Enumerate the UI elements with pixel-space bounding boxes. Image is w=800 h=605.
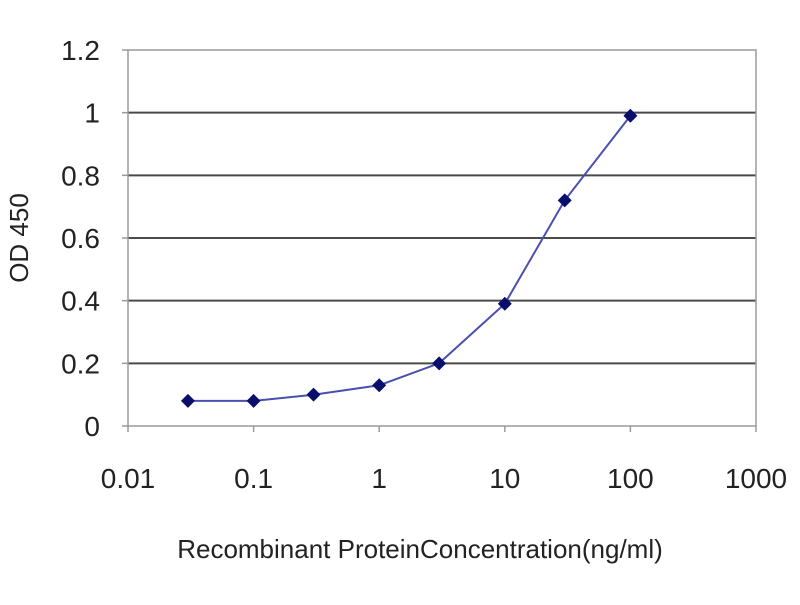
data-point-marker xyxy=(557,193,572,208)
series-line xyxy=(187,115,632,402)
data-point-marker xyxy=(497,296,512,311)
x-tick-label: 0.01 xyxy=(101,463,156,494)
gridlines xyxy=(128,111,756,365)
y-axis-ticks: 0 0.2 0.4 0.6 0.8 1 1.2 xyxy=(61,35,128,442)
series-layer xyxy=(180,108,638,408)
x-tick-label: 10 xyxy=(489,463,520,494)
y-tick-label: 0.6 xyxy=(61,223,100,254)
x-axis-title: Recombinant ProteinConcentration(ng/ml) xyxy=(177,534,663,564)
y-tick-label: 0 xyxy=(84,411,100,442)
y-tick-label: 0.2 xyxy=(61,348,100,379)
x-tick-label: 100 xyxy=(607,463,654,494)
y-axis-title: OD 450 xyxy=(4,193,34,283)
x-axis-ticks: 0.01 0.1 1 10 100 1000 xyxy=(101,426,787,494)
x-tick-label: 1 xyxy=(371,463,387,494)
data-point-marker xyxy=(623,108,638,123)
data-point-marker xyxy=(306,387,321,402)
y-tick-label: 1.2 xyxy=(61,35,100,66)
data-point-marker xyxy=(372,378,387,393)
y-tick-label: 0.4 xyxy=(61,286,100,317)
x-tick-label: 0.1 xyxy=(234,463,273,494)
data-point-marker xyxy=(180,393,195,408)
data-point-marker xyxy=(432,356,447,371)
y-tick-label: 0.8 xyxy=(61,160,100,191)
data-point-marker xyxy=(246,393,261,408)
y-tick-label: 1 xyxy=(84,98,100,129)
x-tick-label: 1000 xyxy=(725,463,787,494)
